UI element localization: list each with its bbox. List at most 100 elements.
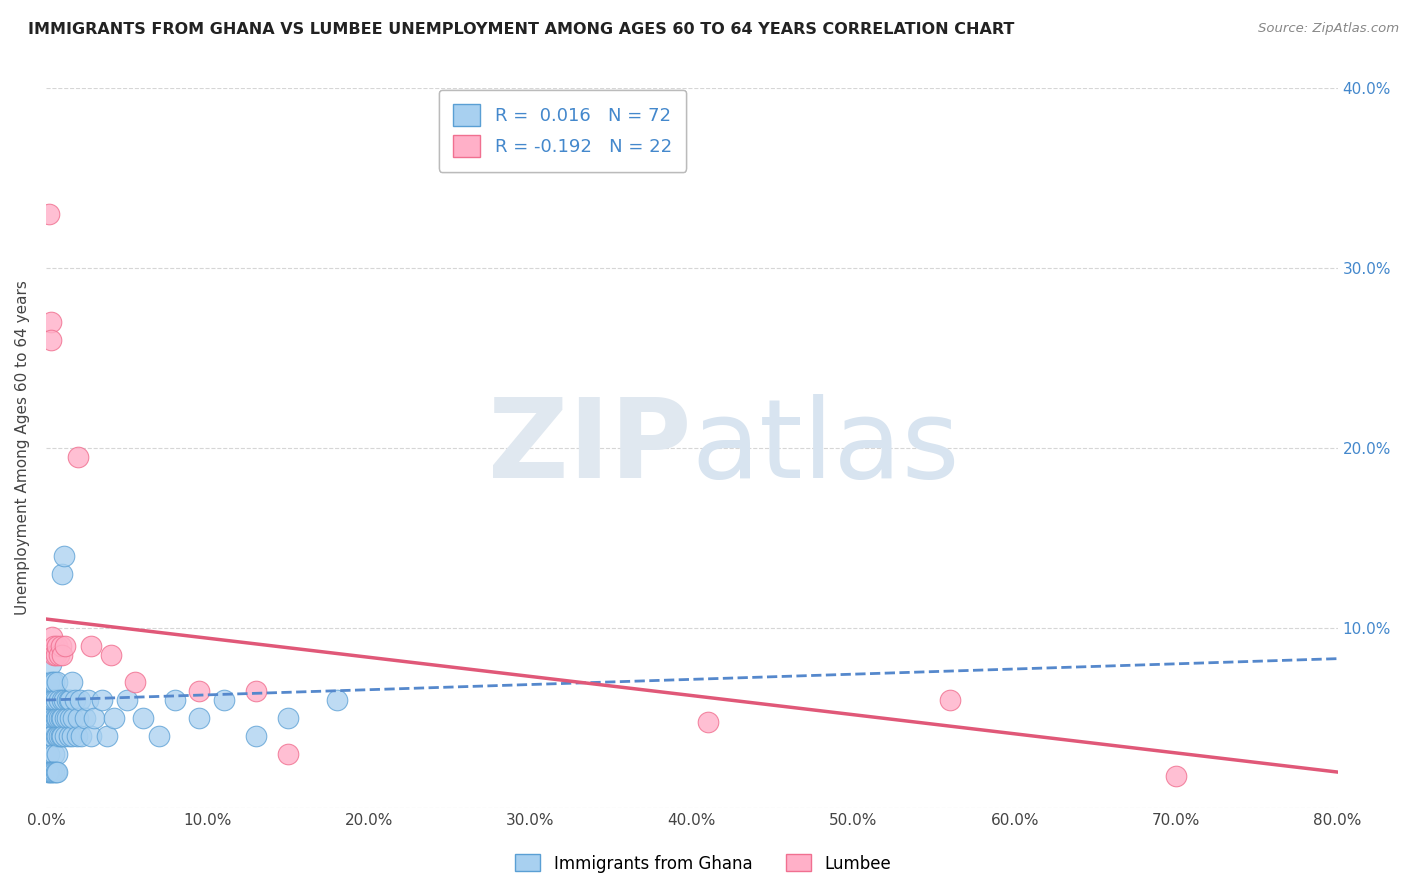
Point xyxy=(277,747,299,761)
Point xyxy=(38,693,60,707)
Point xyxy=(42,765,65,780)
Point xyxy=(66,729,89,743)
Point xyxy=(56,711,79,725)
Point xyxy=(325,693,347,707)
Y-axis label: Unemployment Among Ages 60 to 64 years: Unemployment Among Ages 60 to 64 years xyxy=(15,281,30,615)
Text: atlas: atlas xyxy=(692,394,960,501)
Point xyxy=(42,639,65,653)
Point xyxy=(51,648,73,662)
Legend: Immigrants from Ghana, Lumbee: Immigrants from Ghana, Lumbee xyxy=(509,847,897,880)
Point xyxy=(52,693,75,707)
Point xyxy=(45,765,67,780)
Point xyxy=(37,765,59,780)
Point xyxy=(70,729,93,743)
Point xyxy=(59,693,82,707)
Point xyxy=(41,630,63,644)
Point xyxy=(245,729,267,743)
Point xyxy=(80,639,103,653)
Point xyxy=(46,639,69,653)
Point xyxy=(42,747,65,761)
Point xyxy=(39,729,62,743)
Point xyxy=(69,693,91,707)
Point xyxy=(42,693,65,707)
Point xyxy=(124,675,146,690)
Text: Source: ZipAtlas.com: Source: ZipAtlas.com xyxy=(1258,22,1399,36)
Point xyxy=(277,711,299,725)
Point xyxy=(52,549,75,563)
Point xyxy=(91,693,114,707)
Point xyxy=(46,747,69,761)
Point xyxy=(103,711,125,725)
Point xyxy=(41,675,63,690)
Point xyxy=(37,711,59,725)
Point xyxy=(41,729,63,743)
Point xyxy=(62,711,84,725)
Point xyxy=(45,693,67,707)
Point xyxy=(51,567,73,582)
Point xyxy=(60,675,83,690)
Point xyxy=(51,693,73,707)
Point xyxy=(46,729,69,743)
Point xyxy=(212,693,235,707)
Point xyxy=(132,711,155,725)
Point xyxy=(56,693,79,707)
Point xyxy=(58,729,80,743)
Legend: R =  0.016   N = 72, R = -0.192   N = 22: R = 0.016 N = 72, R = -0.192 N = 22 xyxy=(439,90,686,171)
Point xyxy=(38,765,60,780)
Point xyxy=(73,711,96,725)
Point xyxy=(100,648,122,662)
Point xyxy=(59,711,82,725)
Point xyxy=(38,747,60,761)
Point xyxy=(39,333,62,347)
Point xyxy=(46,675,69,690)
Point xyxy=(939,693,962,707)
Point xyxy=(67,450,90,464)
Point xyxy=(45,711,67,725)
Point xyxy=(49,729,72,743)
Point xyxy=(45,729,67,743)
Point xyxy=(42,648,65,662)
Point xyxy=(39,711,62,725)
Point xyxy=(53,639,76,653)
Point xyxy=(46,711,69,725)
Point xyxy=(51,711,73,725)
Point xyxy=(63,693,86,707)
Point xyxy=(53,711,76,725)
Point xyxy=(39,315,62,329)
Point xyxy=(48,648,70,662)
Point xyxy=(53,729,76,743)
Point xyxy=(697,714,720,729)
Point xyxy=(245,684,267,698)
Point xyxy=(96,729,118,743)
Point xyxy=(49,639,72,653)
Point xyxy=(83,711,105,725)
Point xyxy=(1166,769,1188,783)
Point xyxy=(188,711,211,725)
Point xyxy=(115,693,138,707)
Point xyxy=(51,729,73,743)
Text: IMMIGRANTS FROM GHANA VS LUMBEE UNEMPLOYMENT AMONG AGES 60 TO 64 YEARS CORRELATI: IMMIGRANTS FROM GHANA VS LUMBEE UNEMPLOY… xyxy=(28,22,1015,37)
Point xyxy=(60,729,83,743)
Point xyxy=(46,765,69,780)
Point xyxy=(48,729,70,743)
Point xyxy=(42,675,65,690)
Point xyxy=(41,693,63,707)
Point xyxy=(48,711,70,725)
Point xyxy=(77,693,100,707)
Point xyxy=(38,675,60,690)
Point xyxy=(42,711,65,725)
Point xyxy=(39,657,62,671)
Point xyxy=(80,729,103,743)
Point xyxy=(49,711,72,725)
Point xyxy=(41,765,63,780)
Point xyxy=(58,693,80,707)
Point xyxy=(165,693,187,707)
Point xyxy=(188,684,211,698)
Point xyxy=(67,711,90,725)
Point xyxy=(148,729,170,743)
Text: ZIP: ZIP xyxy=(488,394,692,501)
Point xyxy=(39,765,62,780)
Point xyxy=(45,648,67,662)
Point xyxy=(37,729,59,743)
Point xyxy=(38,207,60,221)
